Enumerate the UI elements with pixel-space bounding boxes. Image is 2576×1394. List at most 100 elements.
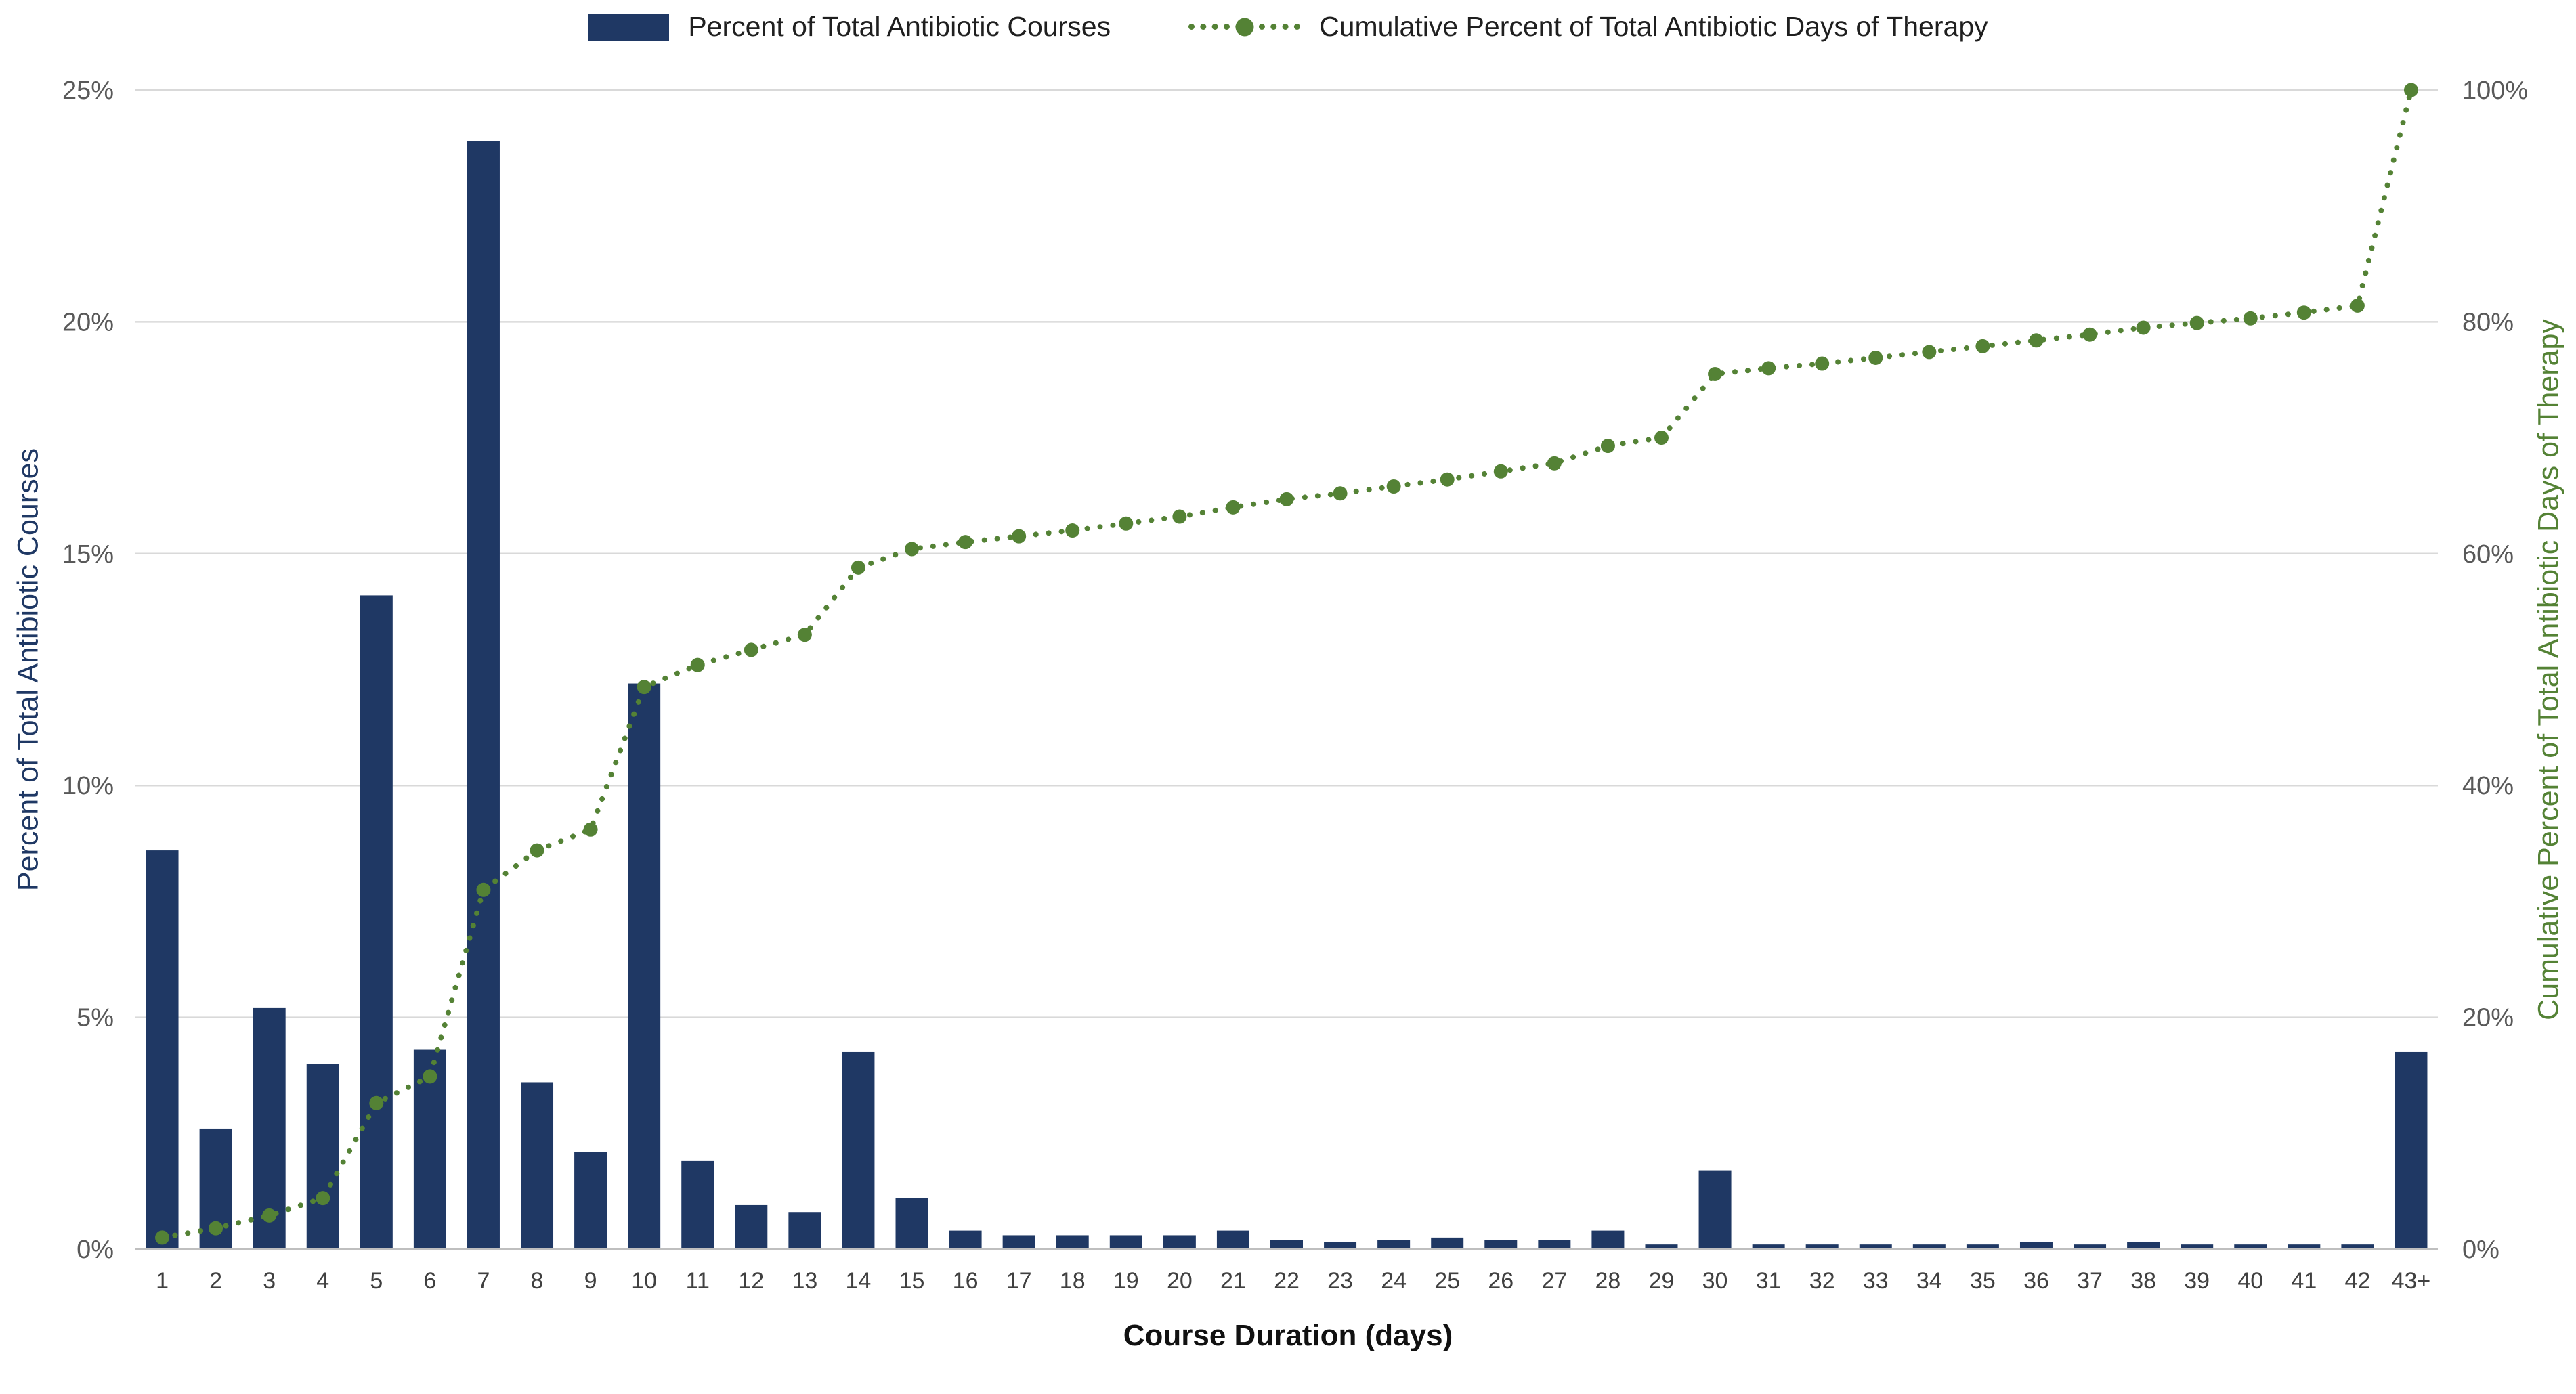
svg-text:29: 29 bbox=[1649, 1268, 1675, 1294]
svg-text:43+: 43+ bbox=[2392, 1268, 2431, 1294]
svg-text:40: 40 bbox=[2237, 1268, 2263, 1294]
legend-bar-swatch-icon bbox=[588, 13, 670, 41]
svg-text:80%: 80% bbox=[2462, 308, 2514, 336]
svg-text:28: 28 bbox=[1595, 1268, 1621, 1294]
svg-text:17: 17 bbox=[1006, 1268, 1032, 1294]
marker-7 bbox=[476, 882, 491, 897]
svg-text:38: 38 bbox=[2130, 1268, 2156, 1294]
svg-text:33: 33 bbox=[1863, 1268, 1889, 1294]
svg-text:39: 39 bbox=[2184, 1268, 2210, 1294]
marker-13 bbox=[797, 628, 812, 642]
bar-34 bbox=[1912, 1244, 1946, 1249]
bar-27 bbox=[1538, 1240, 1571, 1249]
svg-text:5: 5 bbox=[370, 1268, 383, 1294]
marker-42 bbox=[2350, 298, 2365, 313]
marker-31 bbox=[1761, 361, 1776, 376]
svg-text:22: 22 bbox=[1274, 1268, 1300, 1294]
bar-14 bbox=[842, 1051, 875, 1249]
marker-39 bbox=[2189, 315, 2204, 330]
svg-text:26: 26 bbox=[1488, 1268, 1514, 1294]
svg-text:15%: 15% bbox=[62, 540, 114, 569]
legend-item-courses: Percent of Total Antibiotic Courses bbox=[588, 11, 1111, 43]
bar-24 bbox=[1377, 1240, 1411, 1249]
svg-text:14: 14 bbox=[846, 1268, 872, 1294]
legend-item-cumulative: Cumulative Percent of Total Antibiotic D… bbox=[1188, 11, 1988, 43]
svg-text:3: 3 bbox=[263, 1268, 276, 1294]
svg-text:4: 4 bbox=[316, 1268, 329, 1294]
marker-41 bbox=[2296, 305, 2311, 320]
marker-32 bbox=[1815, 356, 1830, 371]
bar-42 bbox=[2341, 1244, 2374, 1249]
marker-8 bbox=[530, 843, 544, 858]
svg-text:10%: 10% bbox=[62, 772, 114, 800]
bar-11 bbox=[681, 1160, 714, 1249]
svg-text:25%: 25% bbox=[62, 77, 114, 105]
bar-25 bbox=[1431, 1237, 1464, 1249]
x-axis-tick-labels: 1 2 3 4 5 6 7 8 9 10 11 12 13 14 15 16 17 18 19 20 21 22 23 24 2… bbox=[156, 1268, 2430, 1294]
marker-24 bbox=[1386, 479, 1401, 494]
bar-38 bbox=[2127, 1242, 2160, 1249]
svg-text:40%: 40% bbox=[2462, 772, 2514, 800]
bar-33 bbox=[1859, 1244, 1892, 1249]
bar-40 bbox=[2234, 1244, 2267, 1249]
marker-25 bbox=[1440, 472, 1455, 487]
svg-text:19: 19 bbox=[1113, 1268, 1139, 1294]
marker-19 bbox=[1119, 516, 1134, 531]
bar-18 bbox=[1056, 1235, 1089, 1249]
marker-6 bbox=[423, 1069, 437, 1084]
right-axis-title: Cumulative Percent of Total Antibiotic D… bbox=[2532, 319, 2565, 1020]
marker-1 bbox=[155, 1230, 170, 1245]
marker-27 bbox=[1547, 456, 1562, 471]
svg-text:34: 34 bbox=[1916, 1268, 1942, 1294]
svg-text:0%: 0% bbox=[2462, 1236, 2499, 1264]
bars-series bbox=[146, 141, 2428, 1249]
svg-text:7: 7 bbox=[477, 1268, 490, 1294]
svg-text:60%: 60% bbox=[2462, 540, 2514, 569]
svg-text:37: 37 bbox=[2077, 1268, 2103, 1294]
right-axis-tick-labels: 0% 20% 40% 60% 80% 100% bbox=[2462, 77, 2528, 1264]
svg-text:5%: 5% bbox=[77, 1004, 114, 1032]
svg-text:2: 2 bbox=[209, 1268, 222, 1294]
bar-36 bbox=[2019, 1242, 2053, 1249]
marker-43+ bbox=[2403, 83, 2418, 97]
svg-text:6: 6 bbox=[423, 1268, 436, 1294]
bar-32 bbox=[1805, 1244, 1839, 1249]
marker-2 bbox=[209, 1221, 223, 1236]
marker-35 bbox=[1975, 339, 1990, 353]
svg-text:32: 32 bbox=[1809, 1268, 1835, 1294]
chart-legend: Percent of Total Antibiotic Courses Cumu… bbox=[0, 11, 2576, 43]
left-axis-title: Percent of Total Antibiotic Courses bbox=[12, 448, 45, 892]
bar-7 bbox=[467, 141, 500, 1249]
marker-37 bbox=[2082, 327, 2097, 342]
marker-9 bbox=[583, 822, 598, 837]
svg-text:35: 35 bbox=[1970, 1268, 1996, 1294]
svg-text:1: 1 bbox=[156, 1268, 169, 1294]
marker-11 bbox=[690, 657, 705, 672]
x-axis-title: Course Duration (days) bbox=[1123, 1319, 1453, 1352]
svg-text:8: 8 bbox=[531, 1268, 544, 1294]
svg-text:41: 41 bbox=[2291, 1268, 2317, 1294]
bar-23 bbox=[1324, 1242, 1357, 1249]
bar-39 bbox=[2181, 1244, 2214, 1249]
svg-text:20: 20 bbox=[1167, 1268, 1193, 1294]
svg-text:15: 15 bbox=[899, 1268, 925, 1294]
marker-14 bbox=[851, 560, 865, 575]
svg-text:27: 27 bbox=[1541, 1268, 1567, 1294]
svg-text:25: 25 bbox=[1434, 1268, 1460, 1294]
bar-21 bbox=[1216, 1230, 1249, 1249]
bar-28 bbox=[1591, 1230, 1625, 1249]
svg-text:36: 36 bbox=[2023, 1268, 2049, 1294]
bar-19 bbox=[1109, 1235, 1142, 1249]
svg-text:30: 30 bbox=[1702, 1268, 1728, 1294]
marker-18 bbox=[1065, 523, 1080, 538]
svg-text:20%: 20% bbox=[62, 308, 114, 336]
bar-10 bbox=[628, 683, 661, 1249]
svg-text:9: 9 bbox=[584, 1268, 597, 1294]
svg-text:100%: 100% bbox=[2462, 77, 2528, 105]
bar-22 bbox=[1270, 1240, 1303, 1249]
left-axis-tick-labels: 0% 5% 10% 15% 20% 25% bbox=[62, 77, 114, 1264]
svg-text:23: 23 bbox=[1327, 1268, 1353, 1294]
marker-29 bbox=[1654, 431, 1669, 445]
